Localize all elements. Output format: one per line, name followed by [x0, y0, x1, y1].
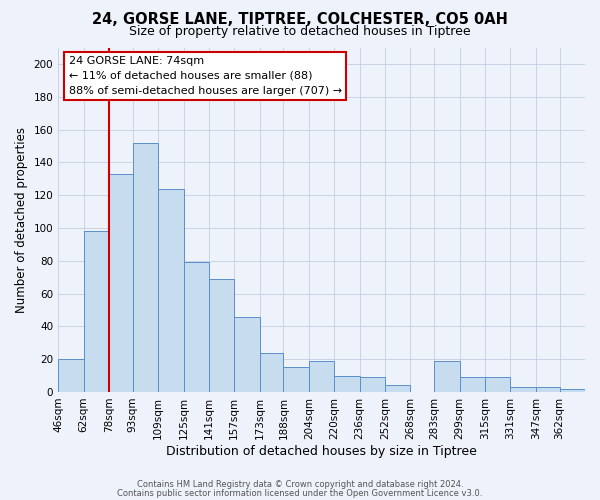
Bar [560, 388, 585, 392]
Bar [260, 352, 283, 392]
X-axis label: Distribution of detached houses by size in Tiptree: Distribution of detached houses by size … [166, 444, 477, 458]
Bar [235, 316, 260, 392]
Bar [434, 361, 460, 392]
Text: Contains HM Land Registry data © Crown copyright and database right 2024.: Contains HM Land Registry data © Crown c… [137, 480, 463, 489]
Bar [83, 231, 109, 392]
Bar [536, 387, 560, 392]
Bar [511, 387, 536, 392]
Bar [359, 377, 385, 392]
Text: 24, GORSE LANE, TIPTREE, COLCHESTER, CO5 0AH: 24, GORSE LANE, TIPTREE, COLCHESTER, CO5… [92, 12, 508, 28]
Bar [184, 262, 209, 392]
Bar [309, 361, 334, 392]
Text: 24 GORSE LANE: 74sqm
← 11% of detached houses are smaller (88)
88% of semi-detac: 24 GORSE LANE: 74sqm ← 11% of detached h… [69, 56, 342, 96]
Bar [334, 376, 359, 392]
Bar [385, 386, 410, 392]
Y-axis label: Number of detached properties: Number of detached properties [15, 126, 28, 312]
Bar [58, 359, 83, 392]
Bar [133, 142, 158, 392]
Bar [283, 368, 309, 392]
Bar [209, 279, 235, 392]
Text: Contains public sector information licensed under the Open Government Licence v3: Contains public sector information licen… [118, 488, 482, 498]
Bar [109, 174, 133, 392]
Bar [158, 188, 184, 392]
Text: Size of property relative to detached houses in Tiptree: Size of property relative to detached ho… [129, 25, 471, 38]
Bar [460, 377, 485, 392]
Bar [485, 377, 511, 392]
